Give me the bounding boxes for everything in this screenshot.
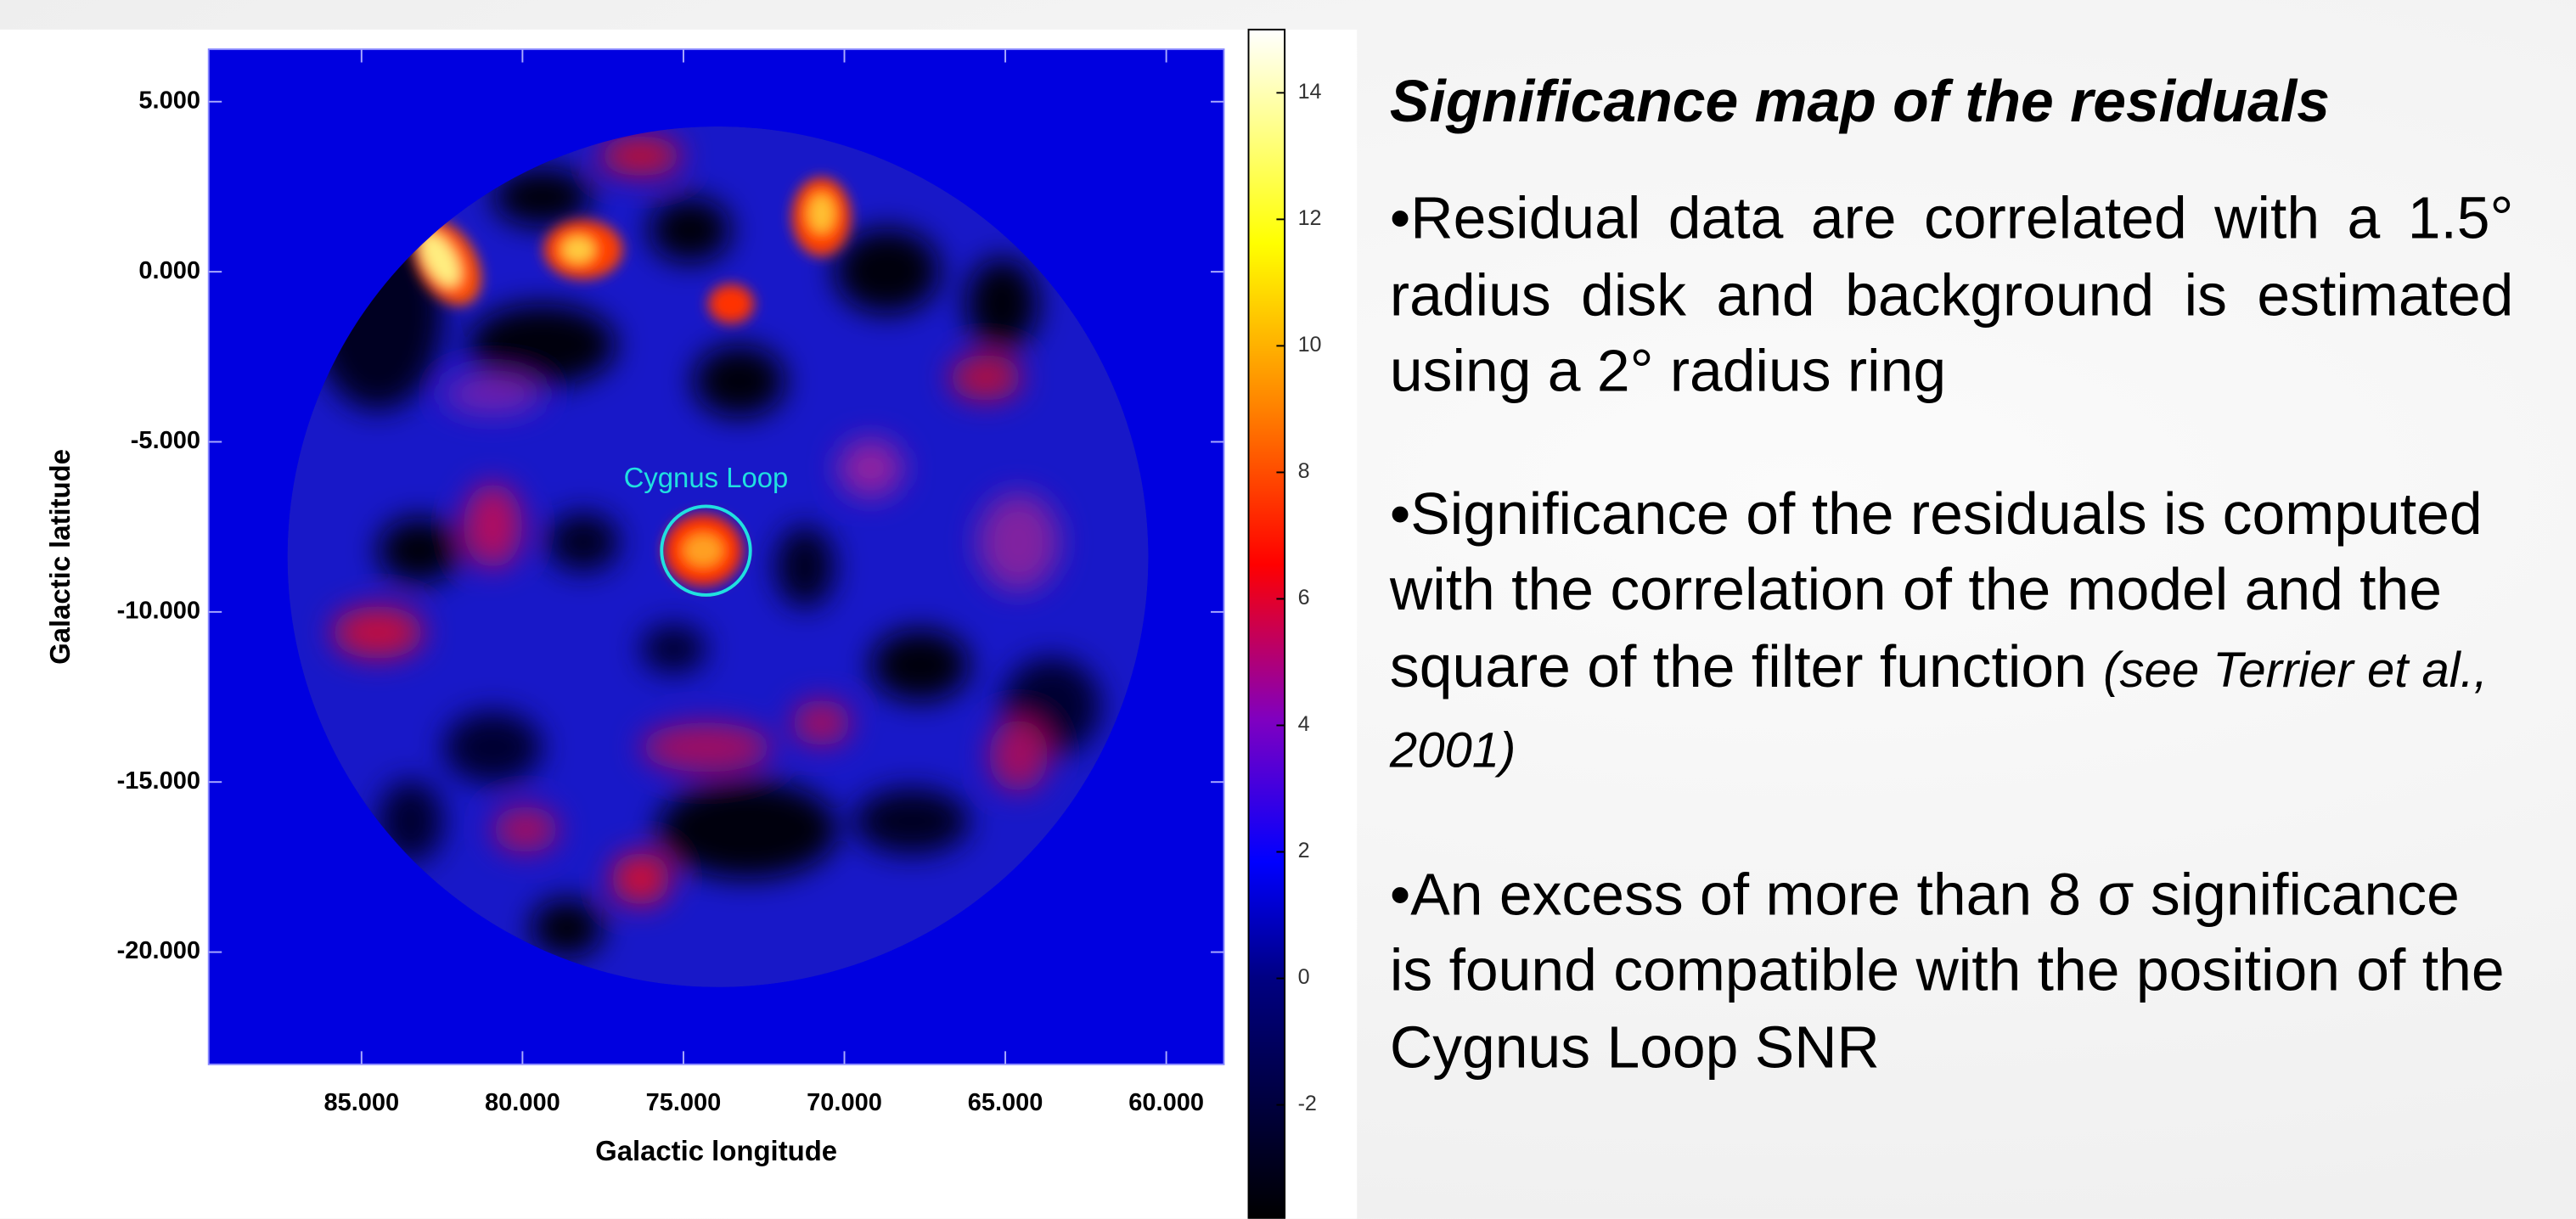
y-tick-label: -15.000	[117, 767, 200, 795]
y-tick-label: -10.000	[117, 598, 200, 625]
slide: Galactic longitude Galactic latitude 85.…	[0, 0, 2576, 1219]
bullet-text: •An excess of more than 8 σ significance…	[1390, 860, 2505, 1080]
colorbar	[1249, 30, 1285, 1219]
y-axis-label: Galactic latitude	[44, 449, 76, 665]
bullet: •Significance of the residuals is comput…	[1390, 475, 2513, 791]
colorbar-tick-label: 0	[1298, 965, 1310, 989]
x-axis-label: Galactic longitude	[595, 1135, 837, 1166]
colorbar-tick-label: 2	[1298, 839, 1310, 862]
y-tick-label: 5.000	[138, 87, 200, 114]
bullet: •Residual data are correlated with a 1.5…	[1390, 181, 2513, 410]
y-tick-label: -20.000	[117, 937, 200, 964]
x-tick-label: 75.000	[646, 1089, 722, 1116]
text-panel: Significance map of the residuals •Resid…	[1390, 59, 2513, 1152]
heatmap	[288, 126, 1149, 987]
bullet: •An excess of more than 8 σ significance…	[1390, 857, 2513, 1086]
x-tick-label: 85.000	[323, 1089, 399, 1116]
x-tick-label: 65.000	[968, 1089, 1043, 1116]
x-tick-label: 60.000	[1128, 1089, 1204, 1116]
colorbar-tick-label: 10	[1298, 333, 1322, 357]
colorbar-tick-label: 6	[1298, 586, 1310, 610]
panel-title: Significance map of the residuals	[1390, 59, 2513, 145]
x-tick-label: 70.000	[807, 1089, 882, 1116]
colorbar-tick-label: 12	[1298, 206, 1322, 230]
colorbar-tick-label: -2	[1298, 1092, 1317, 1115]
y-tick-label: -5.000	[131, 427, 200, 454]
chart: Galactic longitude Galactic latitude 85.…	[0, 0, 1364, 1219]
annotation: Cygnus Loop	[624, 462, 789, 493]
bullet-text: •Residual data are correlated with a 1.5…	[1390, 184, 2513, 404]
colorbar-tick-label: 8	[1298, 459, 1310, 483]
colorbar-tick-label: 4	[1298, 712, 1310, 736]
y-tick-label: 0.000	[138, 257, 200, 284]
colorbar-tick-label: 14	[1298, 80, 1322, 104]
page: {"chart_data": {"type": "heatmap", "xlab…	[0, 0, 2576, 1219]
x-tick-label: 80.000	[485, 1089, 560, 1116]
